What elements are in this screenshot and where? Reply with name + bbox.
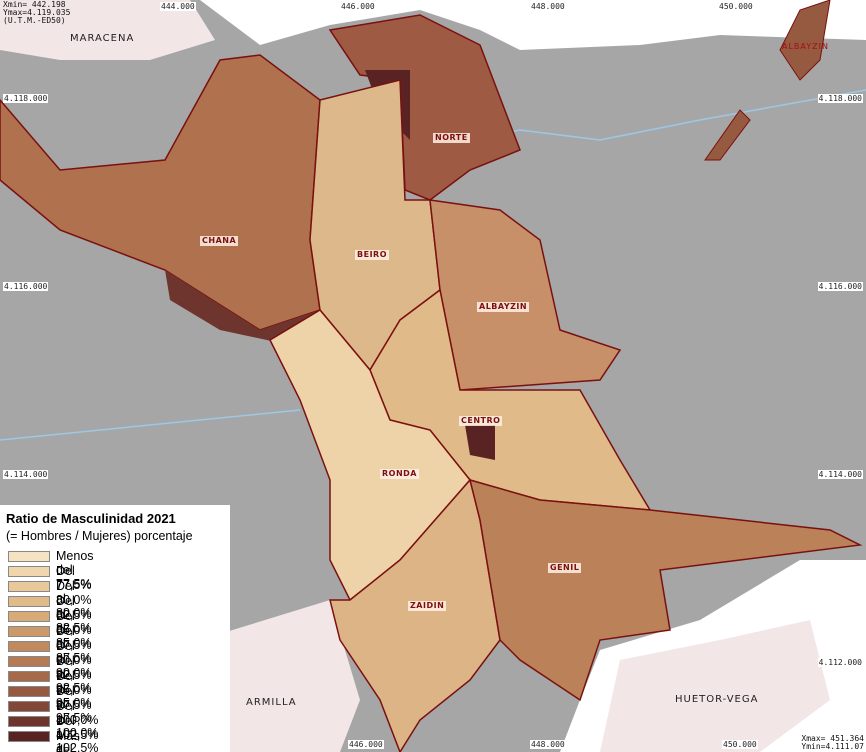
coord-label: 4.116.000 <box>3 282 49 291</box>
district-patch <box>465 425 495 460</box>
legend-label: Del 77,5% al 80,0% <box>56 564 92 620</box>
legend-label: Del 80,0% al 82,5% <box>56 579 92 635</box>
legend-swatch <box>8 596 50 607</box>
albayzin-exclave <box>704 0 831 161</box>
district-label: BEIRO <box>355 250 389 260</box>
maracena-urban <box>0 0 215 60</box>
district-label: RONDA <box>380 469 419 479</box>
legend-label: Del 95,0% al 97,5% <box>56 669 92 725</box>
corner-info: Xmin= 442.198 Ymax=4.119.035 (U.T.M.-ED50) <box>3 1 70 25</box>
legend-swatch <box>8 701 50 712</box>
legend-label: Del 92,5% al 95,0% <box>56 654 92 710</box>
district-patch <box>165 270 320 345</box>
legend-label: Del 90,0% al 92,5% <box>56 639 92 695</box>
district-label: CHANA <box>200 236 239 246</box>
coord-label: 450.000 <box>718 2 754 11</box>
legend-swatch <box>8 611 50 622</box>
legend-label: Más del 105,0% <box>56 729 80 752</box>
coord-label: 4.118.000 <box>817 94 863 103</box>
armilla-urban <box>200 600 360 752</box>
corner-line: Xmax= 451.364 <box>801 734 864 743</box>
coord-label: 4.114.000 <box>3 470 49 479</box>
corner-line: (U.T.M.-ED50) <box>3 16 66 25</box>
coord-label: 446.000 <box>340 2 376 11</box>
district-label: ZAIDIN <box>408 601 447 611</box>
legend-subtitle: (= Hombres / Mujeres) porcentaje <box>6 529 193 543</box>
legend-title: Ratio de Masculinidad 2021 <box>6 511 176 526</box>
coord-label: 4.118.000 <box>3 94 49 103</box>
legend-label: Del 97,5% al 100,0% <box>56 684 99 740</box>
legend-label: Del 87,5% al 90,0% <box>56 624 92 680</box>
coord-label: 444.000 <box>160 2 196 11</box>
legend-label: Menos del 77,5% <box>56 549 94 591</box>
legend-label: Del 100,0% al 102,5% <box>56 699 99 752</box>
legend-label: Del 82,5% al 85,0% <box>56 594 92 650</box>
coord-label: 448.000 <box>530 740 566 749</box>
corner-info: Xmax= 451.364 Ymin=4.111.07 <box>801 735 864 751</box>
municipality-label: HUETOR-VEGA <box>675 694 759 705</box>
district-genil <box>468 478 863 702</box>
corner-line: Ymin=4.111.07 <box>801 742 864 751</box>
legend-label: Del 85,0% al 87,5% <box>56 609 92 665</box>
district-label: CENTRO <box>459 416 503 426</box>
legend-swatch <box>8 626 50 637</box>
outside-area <box>200 0 866 50</box>
legend-swatch <box>8 671 50 682</box>
municipality-label: MARACENA <box>70 33 135 44</box>
coord-label: 4.114.000 <box>817 470 863 479</box>
legend-swatch <box>8 731 50 742</box>
coord-label: 4.116.000 <box>817 282 863 291</box>
legend-swatch <box>8 566 50 577</box>
coord-label: 448.000 <box>530 2 566 11</box>
legend: Ratio de Masculinidad 2021 (= Hombres / … <box>0 505 230 752</box>
coord-label: 446.000 <box>348 740 384 749</box>
district-albayzin <box>429 199 622 391</box>
district-label: GENIL <box>548 563 582 573</box>
district-label: ALBAYZIN <box>477 302 530 312</box>
huetor-urban <box>600 620 830 752</box>
legend-swatch <box>8 641 50 652</box>
coord-label: 450.000 <box>722 740 758 749</box>
legend-swatch <box>8 581 50 592</box>
legend-label: Del 102,5% al 105,0% <box>56 714 99 752</box>
legend-swatch <box>8 551 50 562</box>
coord-label: 4.112.000 <box>817 658 863 667</box>
municipality-label: ARMILLA <box>246 697 297 708</box>
legend-swatch <box>8 656 50 667</box>
legend-swatch <box>8 686 50 697</box>
municipality-label: ALBAYZIN <box>782 42 829 51</box>
corner-line: Xmin= 442.198 <box>3 0 66 9</box>
district-label: NORTE <box>433 133 470 143</box>
legend-swatch <box>8 716 50 727</box>
corner-line: Ymax=4.119.035 <box>3 8 71 17</box>
